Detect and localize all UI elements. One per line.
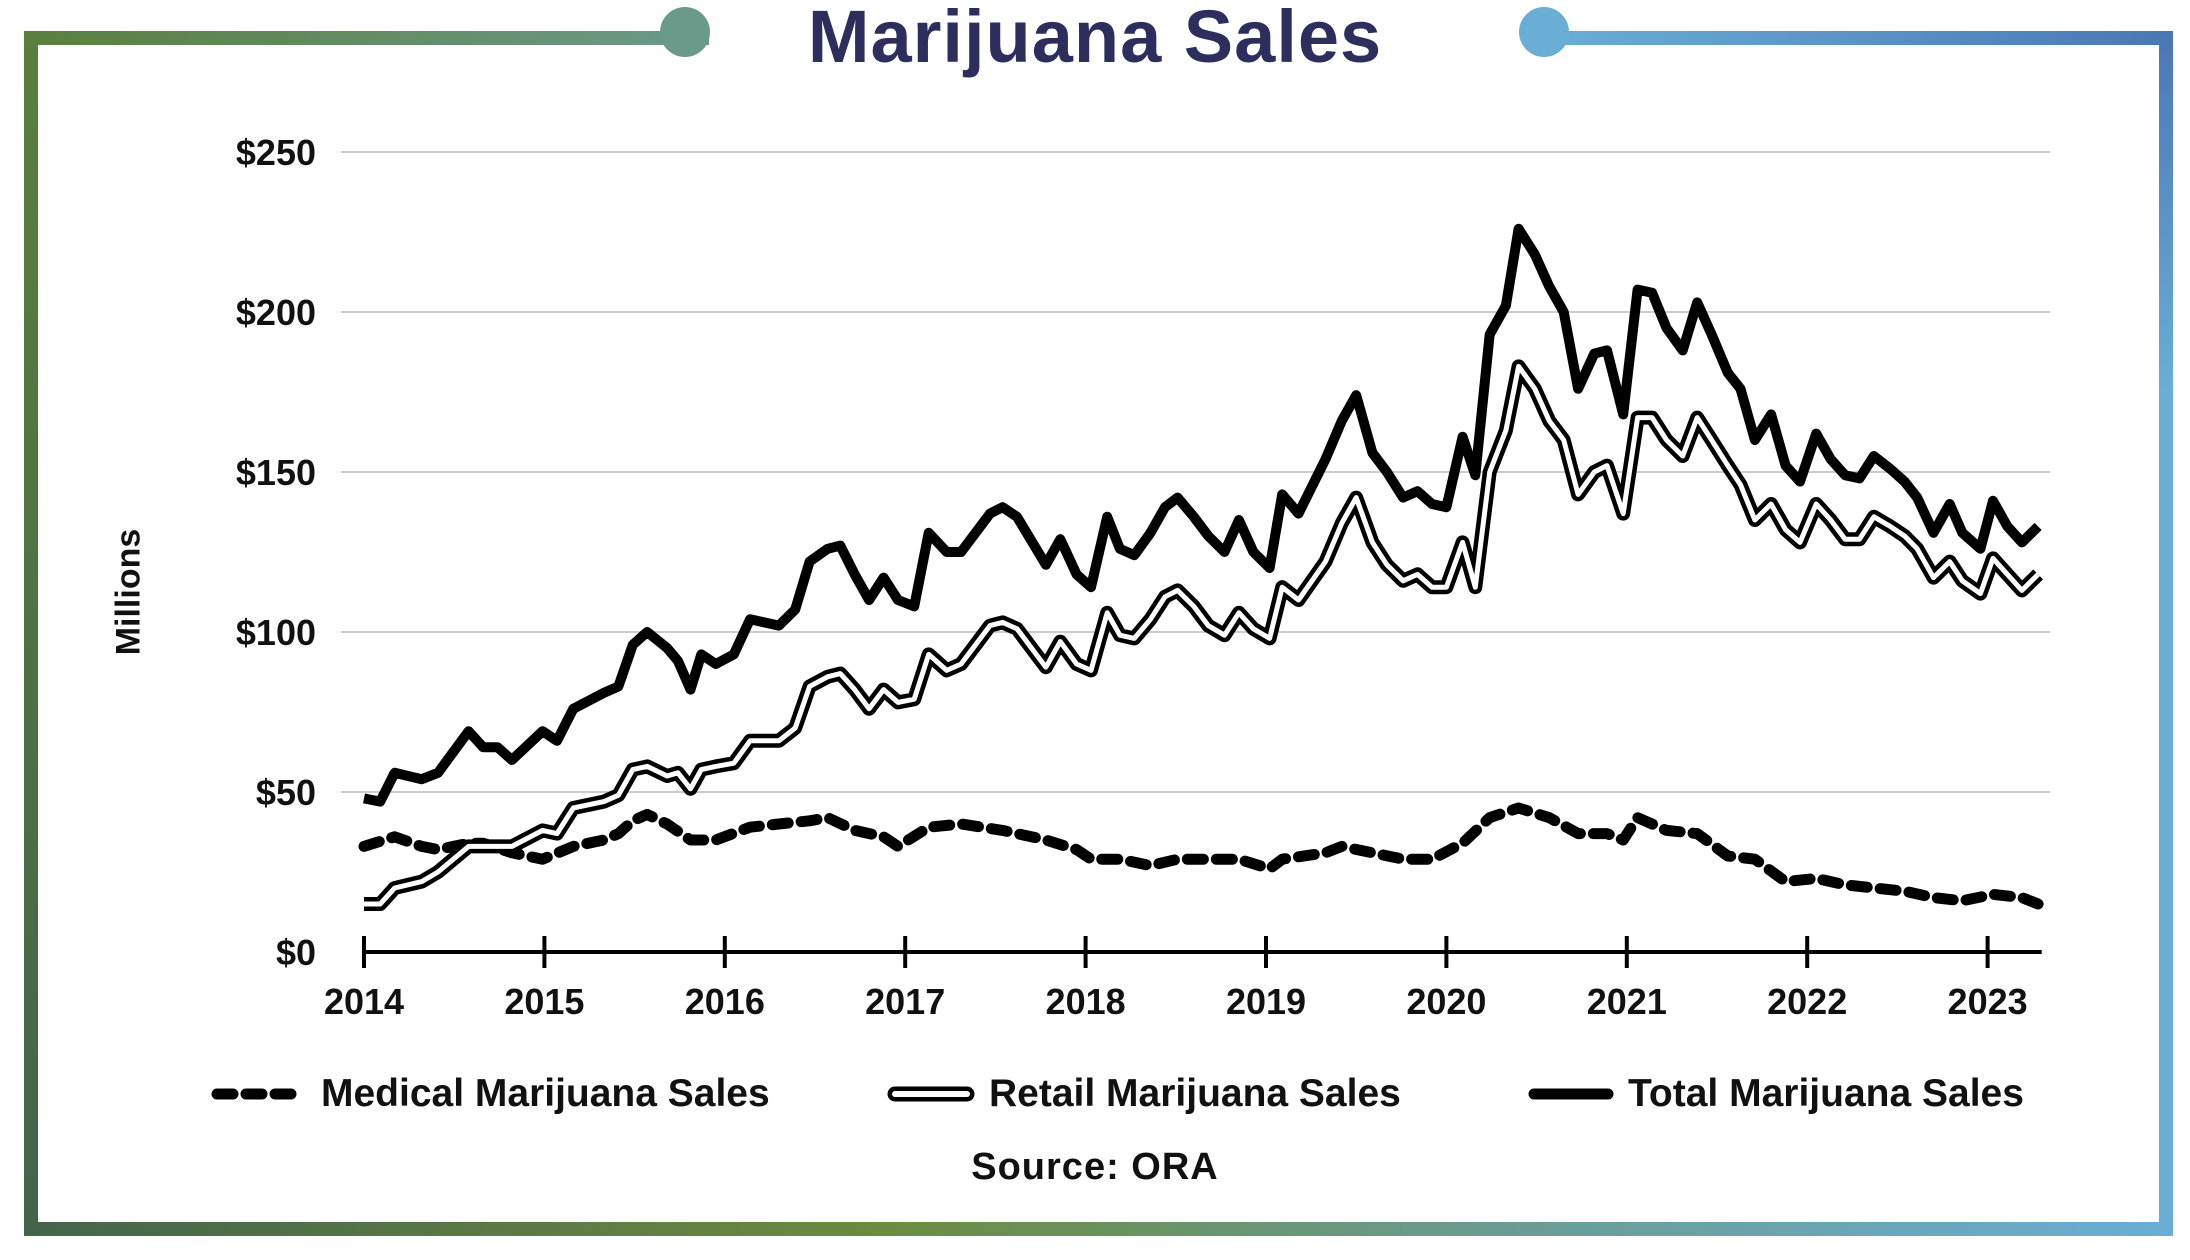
- y-tick-label: $100: [236, 612, 316, 653]
- y-tick-label: $150: [236, 452, 316, 493]
- series-retail-line-outline: [364, 359, 2044, 911]
- outlined-line-icon: [887, 1086, 975, 1102]
- x-tick-label: 2021: [1587, 981, 1667, 1022]
- dashed-line-icon: [211, 1088, 307, 1100]
- legend-item-medical: Medical Marijuana Sales: [211, 1072, 770, 1116]
- frame-right: [2159, 31, 2173, 1236]
- legend: Medical Marijuana Sales Retail Marijuana…: [0, 1072, 2190, 1122]
- legend-label-total: Total Marijuana Sales: [1628, 1072, 2024, 1115]
- source-note: Source: ORA: [971, 1146, 1219, 1188]
- x-tick-label: 2020: [1406, 981, 1486, 1022]
- x-tick-label: 2015: [504, 981, 584, 1022]
- series-total-line: [363, 223, 2042, 807]
- frame-right-dot: [1519, 7, 1569, 57]
- x-tick-label: 2016: [685, 981, 765, 1022]
- x-tick-label: 2014: [324, 981, 404, 1022]
- x-tick-label: 2018: [1046, 981, 1126, 1022]
- series-medical-line: [358, 802, 2044, 910]
- thick-line-icon: [1528, 1088, 1614, 1100]
- y-tick-label: $250: [236, 132, 316, 173]
- legend-item-retail: Retail Marijuana Sales: [887, 1072, 1401, 1116]
- x-tick-label: 2022: [1767, 981, 1847, 1022]
- x-tick-label: 2017: [865, 981, 945, 1022]
- frame-left-dot: [660, 7, 710, 57]
- chart-title: Marijuana Sales: [807, 0, 1383, 78]
- x-tick-label: 2023: [1948, 981, 2028, 1022]
- frame-bottom: [24, 1222, 2173, 1236]
- y-tick-label: $50: [256, 772, 316, 813]
- legend-label-medical: Medical Marijuana Sales: [321, 1072, 770, 1115]
- legend-item-total: Total Marijuana Sales: [1528, 1072, 2024, 1116]
- x-tick-label: 2019: [1226, 981, 1306, 1022]
- frame-top-left: [24, 31, 709, 45]
- y-tick-label: $0: [276, 932, 316, 973]
- frame-left: [24, 31, 38, 1236]
- y-tick-label: $200: [236, 292, 316, 333]
- y-axis-label: Millions: [109, 528, 148, 656]
- series-retail-line: [364, 363, 2040, 907]
- frame-top-right: [1544, 31, 2173, 45]
- legend-label-retail: Retail Marijuana Sales: [989, 1072, 1401, 1115]
